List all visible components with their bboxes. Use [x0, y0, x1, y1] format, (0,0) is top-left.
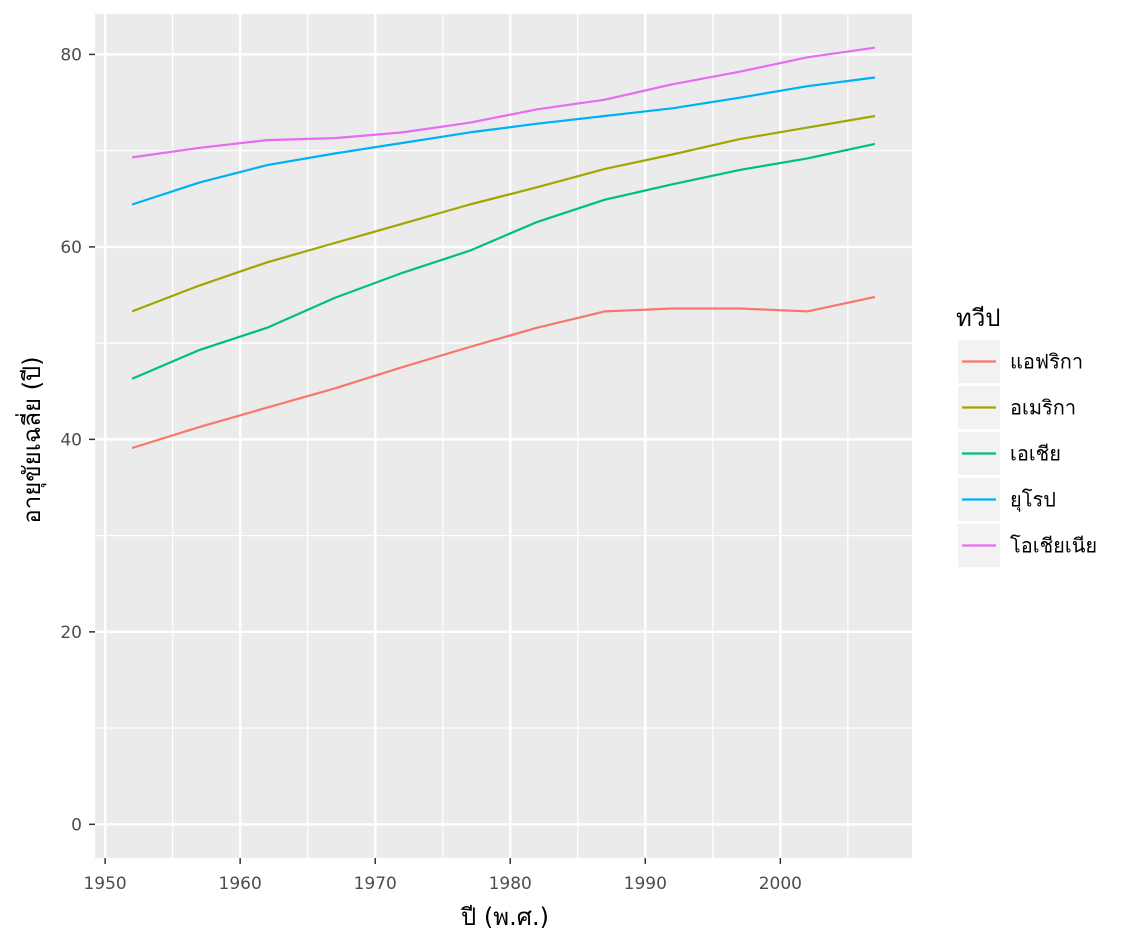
- series-line: [131, 46, 876, 159]
- legend-label: เอเชีย: [1010, 442, 1061, 466]
- legend-label: ยุโรป: [1010, 488, 1056, 513]
- legend-label: แอฟริกา: [1010, 350, 1083, 374]
- legend-label: อเมริกา: [1010, 396, 1076, 420]
- major-gridlines: [95, 14, 912, 858]
- series-line: [131, 114, 876, 313]
- x-tick-label: 1990: [624, 874, 667, 894]
- y-tick-label: 60: [60, 238, 82, 258]
- x-axis-title: ปี (พ.ศ.): [460, 903, 549, 931]
- series-line: [131, 76, 876, 206]
- x-tick-label: 2000: [759, 874, 802, 894]
- y-axis-title: อายุขัยเฉลี่ย (ปี): [15, 356, 47, 523]
- y-axis: 0 20 40 60 80: [60, 45, 95, 835]
- plot-panel: [95, 14, 912, 858]
- x-tick-label: 1950: [83, 874, 126, 894]
- y-tick-label: 20: [60, 623, 82, 643]
- x-tick-label: 1980: [489, 874, 532, 894]
- legend-label: โอเชียเนีย: [1010, 534, 1097, 558]
- y-tick-label: 80: [60, 45, 82, 65]
- series-lines: [131, 46, 876, 450]
- y-tick-label: 0: [71, 815, 82, 835]
- series-line: [131, 295, 876, 450]
- x-axis: 1950 1960 1970 1980 1990 2000: [83, 858, 802, 894]
- minor-gridlines: [95, 14, 912, 858]
- x-tick-label: 1960: [219, 874, 262, 894]
- legend-title: ทวีป: [956, 304, 1001, 332]
- series-line: [131, 142, 876, 380]
- x-tick-label: 1970: [354, 874, 397, 894]
- y-tick-label: 40: [60, 430, 82, 450]
